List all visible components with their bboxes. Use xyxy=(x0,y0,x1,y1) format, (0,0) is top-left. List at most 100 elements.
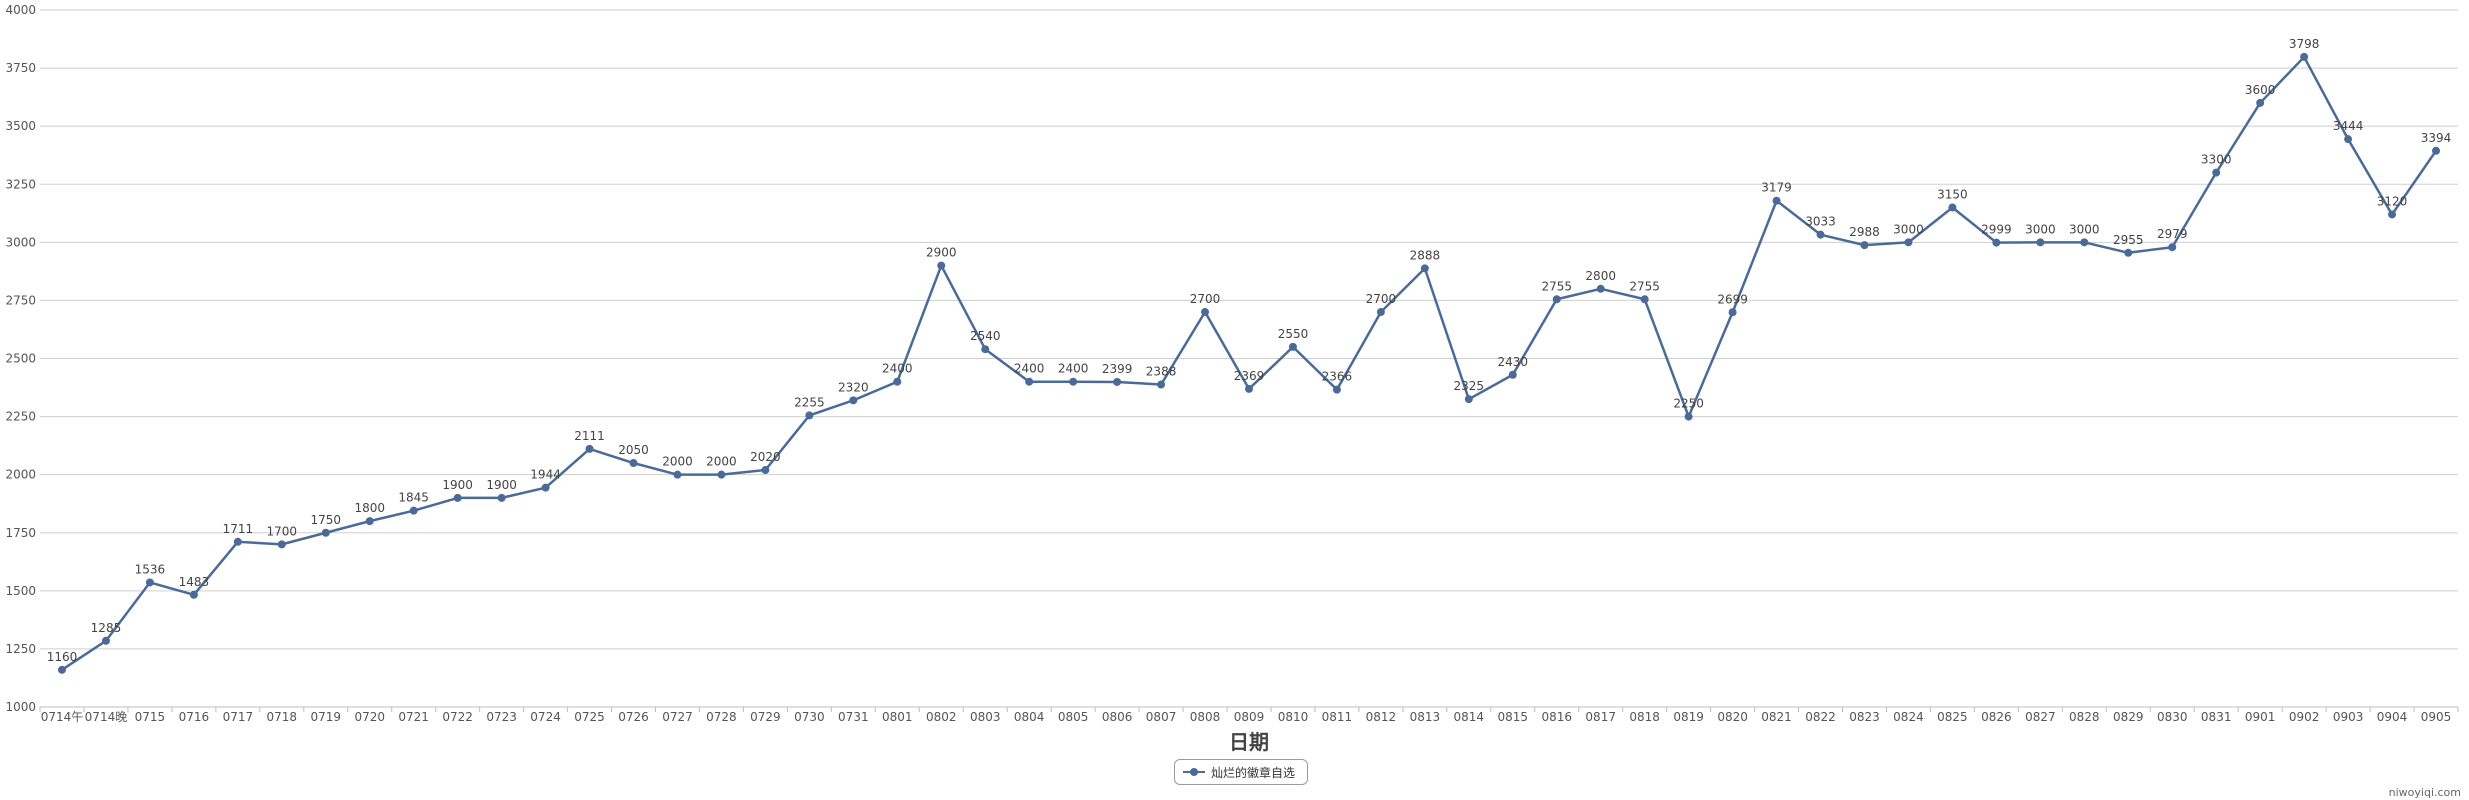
data-point[interactable] xyxy=(57,665,66,674)
x-tick-label: 0721 xyxy=(398,710,429,724)
data-point[interactable] xyxy=(1728,308,1737,317)
legend-line-marker-icon xyxy=(1183,766,1205,778)
data-point[interactable] xyxy=(321,528,330,537)
data-point[interactable] xyxy=(1552,295,1561,304)
data-point[interactable] xyxy=(1157,380,1166,389)
data-point[interactable] xyxy=(761,466,770,475)
data-point[interactable] xyxy=(409,506,418,515)
x-tick-label: 0810 xyxy=(1278,710,1309,724)
data-point[interactable] xyxy=(1201,308,1210,317)
data-point[interactable] xyxy=(145,578,154,587)
data-point[interactable] xyxy=(629,459,638,468)
data-label: 2369 xyxy=(1234,369,1265,383)
data-point[interactable] xyxy=(849,396,858,405)
data-label: 2888 xyxy=(1410,248,1441,262)
x-tick-label: 0715 xyxy=(135,710,166,724)
data-point[interactable] xyxy=(541,483,550,492)
data-point[interactable] xyxy=(101,636,110,645)
data-label: 3444 xyxy=(2333,119,2364,133)
data-label: 1536 xyxy=(135,562,166,576)
data-point[interactable] xyxy=(497,493,506,502)
data-point[interactable] xyxy=(1772,196,1781,205)
legend[interactable]: 灿烂的徽章自选 xyxy=(1174,759,1309,785)
data-point[interactable] xyxy=(1113,377,1122,386)
data-point[interactable] xyxy=(1464,395,1473,404)
data-point[interactable] xyxy=(981,345,990,354)
data-point[interactable] xyxy=(1376,308,1385,317)
data-point[interactable] xyxy=(1816,230,1825,239)
data-point[interactable] xyxy=(2212,168,2221,177)
y-axis-ticks: 1000 1250 1500 1750 2000 2250 2500 2750 3000 3250… xyxy=(5,3,36,714)
x-tick-label: 0718 xyxy=(267,710,298,724)
data-point[interactable] xyxy=(2344,135,2353,144)
data-point[interactable] xyxy=(2300,52,2309,61)
data-point[interactable] xyxy=(189,590,198,599)
data-point[interactable] xyxy=(233,537,242,546)
data-point[interactable] xyxy=(1069,377,1078,386)
data-label: 2250 xyxy=(1673,397,1704,411)
x-tick-label: 0817 xyxy=(1585,710,1616,724)
y-tick-label: 2000 xyxy=(5,468,36,482)
data-point[interactable] xyxy=(2080,238,2089,247)
x-axis-ticks: 0714午 0714晚 0715 0716 0717 0718 0719 0720 0721 07… xyxy=(39,707,2459,724)
data-point[interactable] xyxy=(2388,210,2397,219)
x-tick-label: 0807 xyxy=(1146,710,1177,724)
x-tick-label: 0714午 xyxy=(41,710,84,724)
x-tick-label: 0806 xyxy=(1102,710,1133,724)
data-label: 2979 xyxy=(2157,227,2188,241)
data-label: 2020 xyxy=(750,450,781,464)
data-point[interactable] xyxy=(2256,98,2265,107)
data-label: 2755 xyxy=(1629,279,1660,293)
y-tick-label: 3750 xyxy=(5,61,36,75)
data-point[interactable] xyxy=(453,493,462,502)
data-labels: 1160 1285 1536 1483 1711 1700 1750 1800 1845 1900… xyxy=(47,37,2452,664)
data-point[interactable] xyxy=(1992,238,2001,247)
data-label: 2988 xyxy=(1849,225,1880,239)
data-point[interactable] xyxy=(1640,295,1649,304)
data-point[interactable] xyxy=(1860,241,1869,250)
data-point[interactable] xyxy=(805,411,814,420)
data-point[interactable] xyxy=(937,261,946,270)
x-tick-label: 0822 xyxy=(1805,710,1836,724)
x-tick-label: 0803 xyxy=(970,710,1001,724)
data-point[interactable] xyxy=(365,517,374,526)
x-tick-label: 0816 xyxy=(1541,710,1572,724)
data-point[interactable] xyxy=(585,444,594,453)
data-point[interactable] xyxy=(1596,284,1605,293)
x-tick-label: 0728 xyxy=(706,710,737,724)
data-point[interactable] xyxy=(1288,342,1297,351)
x-tick-label: 0825 xyxy=(1937,710,1968,724)
data-point[interactable] xyxy=(1420,264,1429,273)
data-point[interactable] xyxy=(1684,412,1693,421)
data-label: 3179 xyxy=(1761,181,1792,195)
data-label: 3300 xyxy=(2201,153,2232,167)
data-point[interactable] xyxy=(673,470,682,479)
x-tick-label: 0829 xyxy=(2113,710,2144,724)
data-point[interactable] xyxy=(717,470,726,479)
data-point[interactable] xyxy=(2432,146,2441,155)
x-tick-label: 0727 xyxy=(662,710,693,724)
data-point[interactable] xyxy=(1508,370,1517,379)
x-tick-label: 0716 xyxy=(179,710,210,724)
data-point[interactable] xyxy=(1025,377,1034,386)
data-point[interactable] xyxy=(893,377,902,386)
data-point[interactable] xyxy=(1332,385,1341,394)
data-label: 3000 xyxy=(2069,222,2100,236)
data-point[interactable] xyxy=(2168,243,2177,252)
data-point[interactable] xyxy=(1904,238,1913,247)
data-label: 3394 xyxy=(2421,131,2452,145)
data-label: 2700 xyxy=(1190,292,1221,306)
data-point[interactable] xyxy=(277,540,286,549)
y-tick-label: 1250 xyxy=(5,642,36,656)
data-point[interactable] xyxy=(2124,248,2133,257)
data-label: 3600 xyxy=(2245,83,2276,97)
x-tick-label: 0814 xyxy=(1454,710,1485,724)
data-point[interactable] xyxy=(1245,384,1253,393)
data-point[interactable] xyxy=(1948,203,1957,212)
x-tick-label: 0823 xyxy=(1849,710,1880,724)
data-point[interactable] xyxy=(2036,238,2045,247)
data-label: 3150 xyxy=(1937,187,1968,201)
data-label: 3000 xyxy=(1893,222,1924,236)
x-tick-label: 0905 xyxy=(2421,710,2452,724)
